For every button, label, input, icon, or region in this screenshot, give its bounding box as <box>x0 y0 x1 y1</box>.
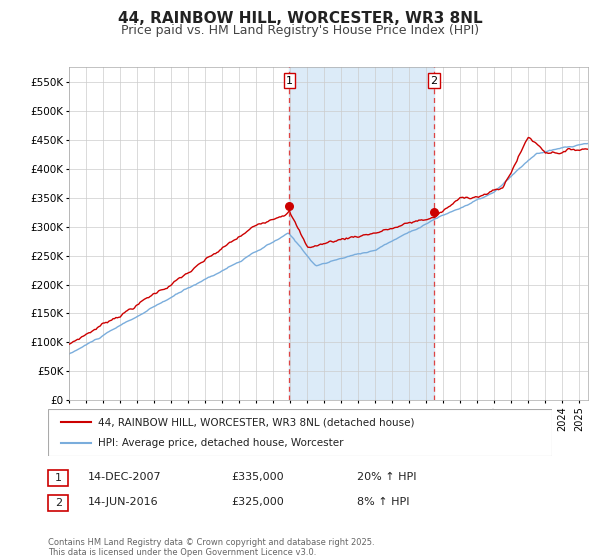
Bar <box>289 67 434 400</box>
Text: 1: 1 <box>286 76 293 86</box>
Text: 44, RAINBOW HILL, WORCESTER, WR3 8NL: 44, RAINBOW HILL, WORCESTER, WR3 8NL <box>118 11 482 26</box>
Text: 20% ↑ HPI: 20% ↑ HPI <box>357 472 416 482</box>
FancyBboxPatch shape <box>48 495 68 511</box>
Text: HPI: Average price, detached house, Worcester: HPI: Average price, detached house, Worc… <box>98 438 344 448</box>
Text: £335,000: £335,000 <box>231 472 284 482</box>
Text: 2: 2 <box>430 76 437 86</box>
Text: 14-DEC-2007: 14-DEC-2007 <box>88 472 162 482</box>
Text: 44, RAINBOW HILL, WORCESTER, WR3 8NL (detached house): 44, RAINBOW HILL, WORCESTER, WR3 8NL (de… <box>98 417 415 427</box>
Point <box>429 208 439 217</box>
Text: £325,000: £325,000 <box>231 497 284 507</box>
FancyBboxPatch shape <box>48 470 68 486</box>
Text: Price paid vs. HM Land Registry's House Price Index (HPI): Price paid vs. HM Land Registry's House … <box>121 24 479 37</box>
FancyBboxPatch shape <box>48 409 552 456</box>
Point <box>284 202 294 211</box>
Text: 14-JUN-2016: 14-JUN-2016 <box>88 497 159 507</box>
Text: 1: 1 <box>55 473 62 483</box>
Text: 2: 2 <box>55 498 62 508</box>
Text: 8% ↑ HPI: 8% ↑ HPI <box>357 497 409 507</box>
Text: Contains HM Land Registry data © Crown copyright and database right 2025.
This d: Contains HM Land Registry data © Crown c… <box>48 538 374 557</box>
